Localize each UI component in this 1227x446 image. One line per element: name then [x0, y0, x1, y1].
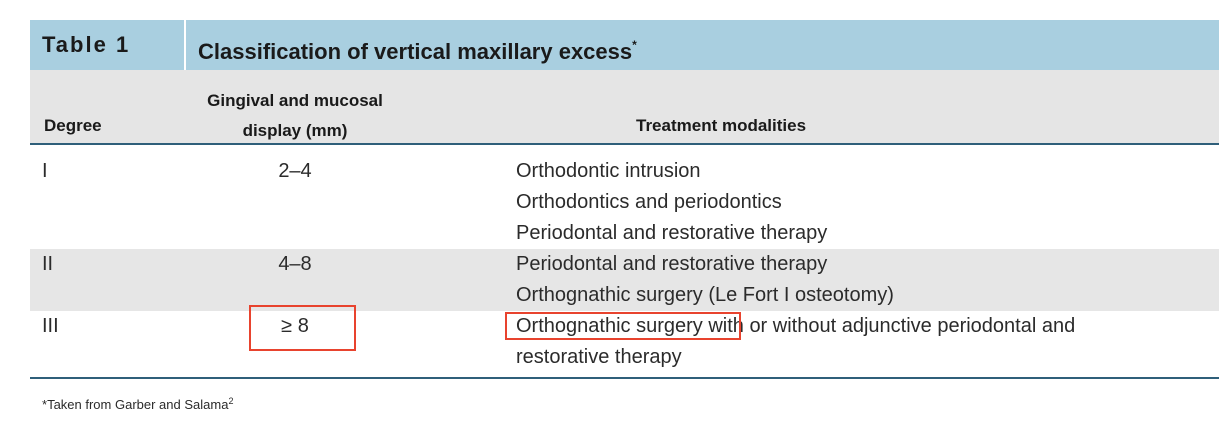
degree-cell: I — [42, 160, 48, 182]
degree-cell: III — [42, 315, 59, 337]
title-footnote-marker: * — [632, 38, 637, 52]
column-header-band — [30, 70, 1219, 144]
header-degree: Degree — [44, 116, 102, 135]
treatment-line: Orthodontic intrusion — [516, 160, 701, 182]
treatment-line: Orthognathic surgery (Le Fort I osteotom… — [516, 284, 894, 306]
footnote-reference: 2 — [228, 396, 234, 406]
table-title-bar: Table 1 Classification of vertical maxil… — [30, 20, 1219, 70]
row-shading — [30, 249, 1219, 311]
header-display: Gingival and mucosal display (mm) — [160, 86, 430, 146]
highlight-box-display — [249, 305, 356, 351]
footnote-marker: * — [42, 397, 48, 412]
footnote-text: Taken from Garber and Salama — [47, 397, 229, 412]
header-rule — [30, 143, 1219, 145]
header-display-line2: display (mm) — [242, 121, 348, 140]
table-number: Table 1 — [42, 32, 131, 57]
footnote: *Taken from Garber and Salama2 — [42, 396, 233, 412]
table-title: Classification of vertical maxillary exc… — [198, 20, 637, 70]
treatment-line: Orthognathic surgery with or without adj… — [516, 315, 1076, 337]
degree-cell: II — [42, 253, 54, 275]
treatment-line: restorative therapy — [516, 346, 682, 368]
bottom-rule — [30, 377, 1219, 379]
treatment-line: Orthodontics and periodontics — [516, 191, 782, 213]
display-cell: 2–4 — [278, 160, 312, 182]
highlight-box-treatment — [505, 312, 741, 340]
header-display-line1: Gingival and mucosal — [207, 91, 383, 110]
display-cell: ≥ 8 — [281, 315, 309, 337]
treatment-line: Periodontal and restorative therapy — [516, 253, 828, 275]
title-divider — [184, 20, 186, 70]
header-treatment: Treatment modalities — [636, 116, 807, 135]
table-title-text: Classification of vertical maxillary exc… — [198, 39, 633, 64]
display-cell: 4–8 — [278, 253, 312, 275]
treatment-line: Periodontal and restorative therapy — [516, 222, 828, 244]
